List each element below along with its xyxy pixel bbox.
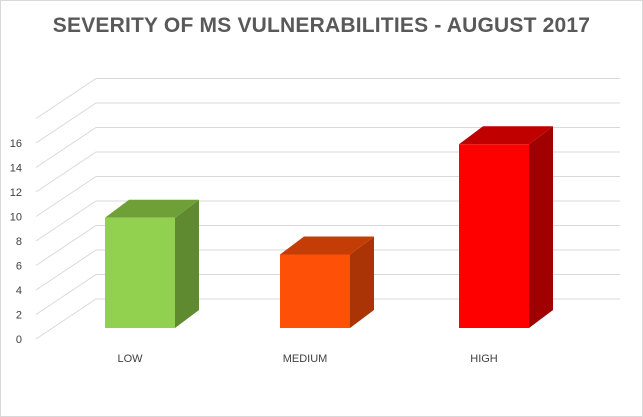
y-tick-label: 2 (16, 310, 22, 322)
y-axis-ticks: 0 2 4 6 8 10 12 14 16 (10, 138, 22, 346)
gridline (35, 274, 620, 315)
x-category-label: LOW (117, 353, 143, 365)
bar-front (105, 217, 175, 328)
bar-side (175, 199, 199, 328)
x-category-label: MEDIUM (283, 353, 328, 365)
y-tick-label: 10 (10, 212, 22, 224)
bar-side (529, 126, 553, 328)
bar-front (459, 144, 529, 328)
x-axis-categories: LOW MEDIUM HIGH (117, 353, 497, 365)
gridline (35, 176, 620, 217)
chart-title: SEVERITY OF MS VULNERABILITIES - AUGUST … (52, 14, 591, 37)
y-tick-label: 6 (16, 261, 22, 273)
gridline (35, 200, 620, 242)
bar-top (459, 126, 553, 145)
gridline (35, 298, 620, 340)
y-tick-label: 8 (16, 236, 22, 248)
y-tick-label: 12 (10, 187, 22, 199)
gridline (35, 102, 620, 144)
y-tick-label: 4 (16, 285, 22, 297)
gridline (35, 249, 620, 291)
x-category-label: HIGH (470, 353, 498, 365)
bar-side (350, 236, 374, 328)
bars (105, 126, 553, 328)
gridlines (35, 78, 620, 340)
bar-front (280, 254, 350, 328)
bar-top (280, 236, 374, 255)
y-tick-label: 0 (16, 334, 22, 346)
y-tick-label: 16 (10, 138, 22, 150)
gridline (35, 78, 620, 119)
gridline (35, 127, 620, 168)
bar-low (105, 199, 199, 328)
gridline (35, 151, 620, 193)
gridline (35, 225, 620, 266)
bar-top (105, 199, 199, 218)
bar-medium (280, 236, 374, 328)
y-tick-label: 14 (10, 163, 22, 175)
bar-high (459, 126, 553, 328)
